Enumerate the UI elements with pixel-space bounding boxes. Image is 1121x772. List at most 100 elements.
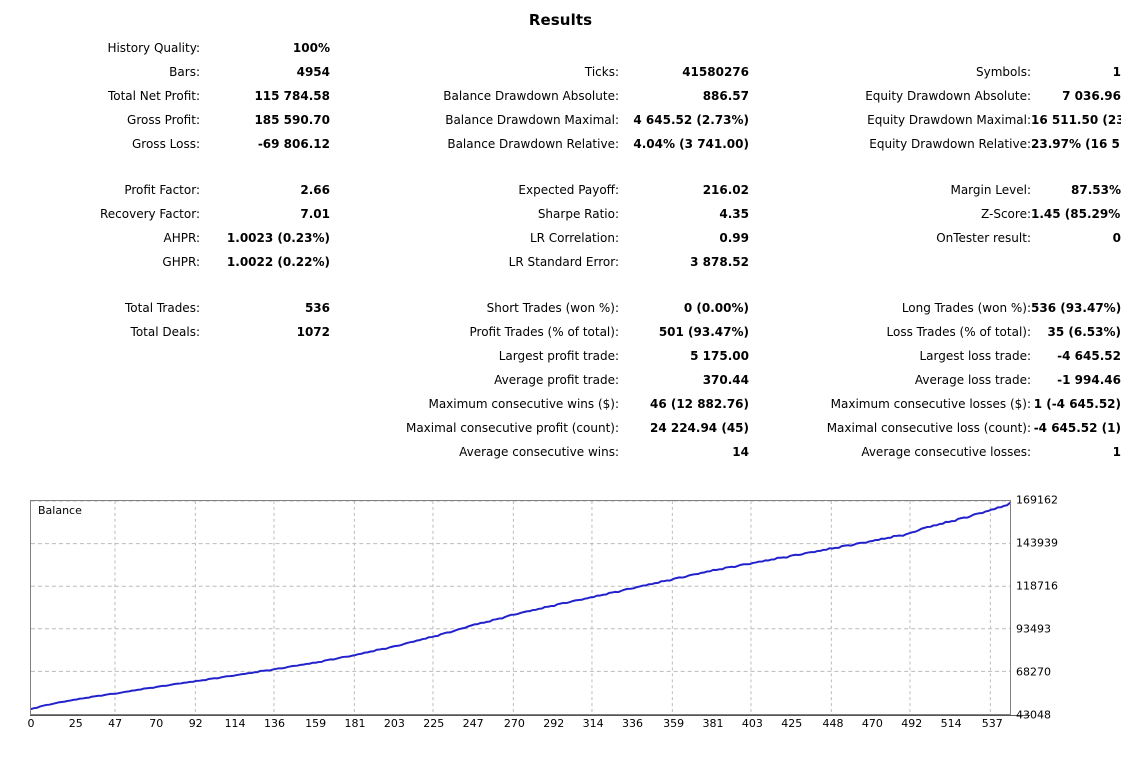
- stat-label: Equity Drawdown Relative:: [869, 137, 1031, 151]
- stat-spacer: [749, 368, 782, 392]
- stat-value: 115 784.58: [254, 89, 330, 103]
- balance-curve: [31, 501, 1010, 711]
- stat-label: AHPR:: [163, 231, 200, 245]
- stat-value: 3 878.52: [690, 255, 749, 269]
- chart-x-axis: 0 25 47 70 92 114 136 159 181 203 225 247 270 292 314 3…: [0, 717, 1121, 739]
- stat-row: Total Net Profit: 115 784.58 Balance Drawd…: [0, 84, 1121, 108]
- stat-row: Average profit trade: 370.44 Average loss …: [0, 368, 1121, 392]
- stat-label: Margin Level:: [950, 183, 1031, 197]
- chart-plot-frame: Balance: [30, 500, 1011, 715]
- stat-label: Average consecutive wins:: [459, 445, 619, 459]
- x-axis-tick-label: 359: [663, 717, 685, 730]
- stat-label: Expected Payoff:: [518, 183, 619, 197]
- stat-spacer: [749, 320, 782, 344]
- stat-group: Total Trades: 536 Short Trades (won %): 0 (…: [0, 296, 1121, 464]
- stat-value: 1: [1112, 445, 1121, 459]
- stat-label-empty: [0, 416, 200, 440]
- stat-spacer: [330, 416, 387, 440]
- stat-group-gap: [0, 274, 1121, 296]
- stat-label: Gross Loss:: [132, 137, 200, 151]
- stat-spacer: [749, 132, 782, 156]
- x-axis-tick-label: 0: [27, 717, 35, 730]
- stat-value: 4.04% (3 741.00): [633, 137, 749, 151]
- stat-value-empty: [200, 440, 330, 464]
- stat-spacer: [330, 344, 387, 368]
- stat-label-empty: [0, 344, 200, 368]
- stat-row: Maximum consecutive wins ($): 46 (12 882.…: [0, 392, 1121, 416]
- stat-group: History Quality: 100% Bars: 4954 Ticks: 41580…: [0, 36, 1121, 156]
- stat-label: Short Trades (won %):: [486, 301, 619, 315]
- stat-group: Profit Factor: 2.66 Expected Payoff: 216.02…: [0, 178, 1121, 274]
- stat-label: Average loss trade:: [914, 373, 1031, 387]
- stat-label: Total Deals:: [130, 325, 200, 339]
- stat-label: Gross Profit:: [127, 113, 200, 127]
- stat-spacer: [330, 440, 387, 464]
- stat-label: Maximum consecutive losses ($):: [830, 397, 1031, 411]
- stat-value: 1.0023 (0.23%): [226, 231, 330, 245]
- x-axis-tick-label: 270: [503, 717, 525, 730]
- stat-value: 185 590.70: [254, 113, 330, 127]
- balance-chart: Balance 43048 68270 93493 118716 143939 16916…: [0, 488, 1121, 772]
- stat-label: Maximal consecutive profit (count):: [405, 421, 619, 435]
- stat-value: 5 175.00: [690, 349, 749, 363]
- stat-label: Sharpe Ratio:: [537, 207, 619, 221]
- stat-value: 1 (-4 645.52): [1033, 397, 1121, 411]
- stat-value: 536: [304, 301, 330, 315]
- stat-label: Profit Trades (% of total):: [469, 325, 619, 339]
- x-axis-tick-label: 336: [621, 717, 643, 730]
- stat-value: 87.53%: [1071, 183, 1121, 197]
- stat-value: 35 (6.53%): [1047, 325, 1121, 339]
- stat-value: 1.45 (85.29%): [1031, 207, 1121, 221]
- chart-legend-label: Balance: [37, 504, 83, 517]
- stat-group-gap: [0, 156, 1121, 178]
- stat-spacer: [749, 84, 782, 108]
- stat-label: Profit Factor:: [124, 183, 200, 197]
- x-axis-tick-label: 114: [224, 717, 246, 730]
- stat-row: Bars: 4954 Ticks: 41580276 Symbols: 1: [0, 60, 1121, 84]
- stat-label: Equity Drawdown Maximal:: [867, 113, 1031, 127]
- stat-label: Loss Trades (% of total):: [886, 325, 1032, 339]
- stat-spacer: [749, 178, 782, 202]
- y-axis-tick-label: 118716: [1016, 579, 1058, 593]
- stat-value: -1 994.46: [1057, 373, 1121, 387]
- stat-spacer: [330, 226, 387, 250]
- y-axis-tick-label: 93493: [1016, 622, 1051, 636]
- stat-label: Average consecutive losses:: [861, 445, 1031, 459]
- chart-y-axis: 43048 68270 93493 118716 143939 169162: [1016, 488, 1121, 728]
- stat-value: 4954: [296, 65, 330, 79]
- stat-row: Recovery Factor: 7.01 Sharpe Ratio: 4.35 Z-S…: [0, 202, 1121, 226]
- stat-value: 0 (0.00%): [683, 301, 749, 315]
- stat-spacer: [749, 344, 782, 368]
- stat-value: 886.57: [702, 89, 749, 103]
- stat-label: Z-Score:: [981, 207, 1031, 221]
- stat-label-empty: [387, 36, 619, 60]
- stat-value: 1.0022 (0.22%): [226, 255, 330, 269]
- x-axis-tick-label: 92: [188, 717, 203, 730]
- stat-value-empty: [200, 368, 330, 392]
- stat-label-empty: [782, 36, 1031, 60]
- stat-label: Balance Drawdown Relative:: [447, 137, 619, 151]
- x-axis-tick-label: 470: [861, 717, 883, 730]
- stat-row: GHPR: 1.0022 (0.22%) LR Standard Error: 3 8…: [0, 250, 1121, 274]
- chart-gridlines: [31, 501, 1010, 714]
- x-axis-tick-label: 25: [68, 717, 83, 730]
- stat-row: Gross Loss: -69 806.12 Balance Drawdown Re…: [0, 132, 1121, 156]
- x-axis-tick-label: 425: [781, 717, 803, 730]
- stat-row: AHPR: 1.0023 (0.23%) LR Correlation: 0.99 On…: [0, 226, 1121, 250]
- stat-row: Maximal consecutive profit (count): 24 22…: [0, 416, 1121, 440]
- stat-label-empty: [0, 440, 200, 464]
- stat-spacer: [749, 108, 782, 132]
- stat-value: 501 (93.47%): [658, 325, 749, 339]
- stat-label: Balance Drawdown Maximal:: [445, 113, 619, 127]
- stat-value: 0.99: [719, 231, 749, 245]
- statistics-panel: History Quality: 100% Bars: 4954 Ticks: 41580…: [0, 36, 1121, 464]
- stat-label: Ticks:: [584, 65, 619, 79]
- stat-spacer: [749, 296, 782, 320]
- stat-value: 41580276: [682, 65, 749, 79]
- stat-value: 46 (12 882.76): [649, 397, 749, 411]
- stat-value: 4.35: [719, 207, 749, 221]
- x-axis-tick-label: 292: [543, 717, 565, 730]
- stat-label-empty: [782, 250, 1031, 274]
- stat-spacer: [330, 132, 387, 156]
- chart-x-axis-line: [30, 715, 1030, 716]
